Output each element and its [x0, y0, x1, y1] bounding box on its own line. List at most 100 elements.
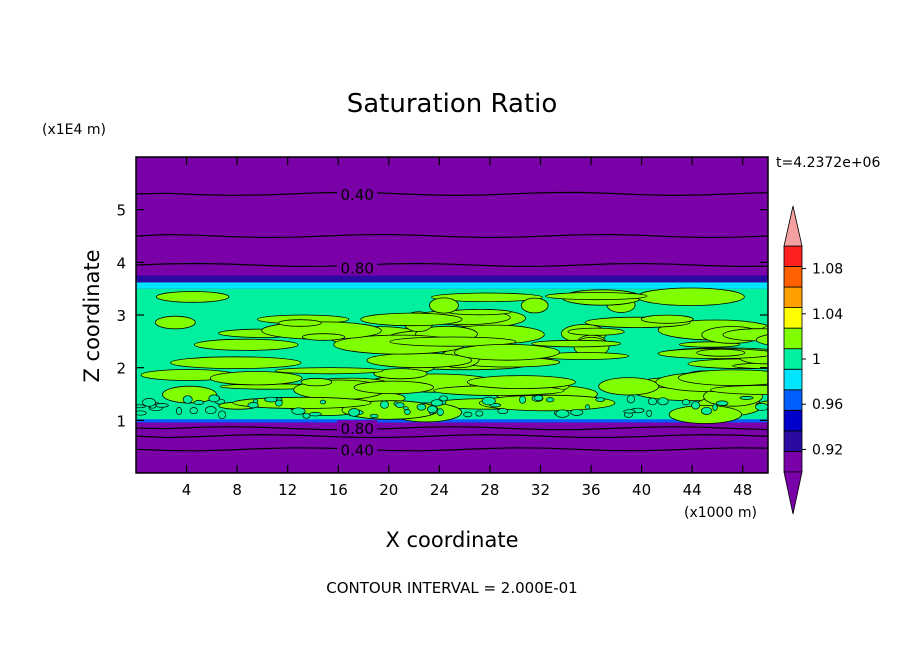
- moist-filament: [640, 314, 694, 324]
- contour-line: [136, 447, 768, 452]
- turbulent-cell: [626, 394, 636, 404]
- contour-line: [136, 433, 768, 439]
- colorbar-over-triangle: [783, 205, 803, 247]
- turbulent-cell: [646, 409, 652, 417]
- moist-filament: [366, 352, 473, 369]
- moist-filament: [598, 377, 660, 396]
- colorbar-segment: [783, 389, 803, 411]
- y-tick-label: 1: [116, 412, 126, 430]
- colorbar-segment: [783, 348, 803, 370]
- turbulent-cell: [623, 409, 636, 414]
- y-tick-label: 5: [116, 202, 126, 220]
- turbulent-cell: [700, 406, 713, 415]
- moist-filament: [567, 327, 625, 336]
- turbulent-cell: [475, 410, 484, 417]
- contour-line: [136, 233, 768, 239]
- x-units-label: (x1000 m): [684, 505, 757, 521]
- turbulent-cell: [712, 403, 718, 411]
- transition-dark-blue: [136, 275, 768, 283]
- turbulent-cell: [463, 411, 473, 418]
- x-tick-label: 4: [182, 481, 192, 499]
- turbulent-cell: [716, 400, 729, 406]
- moist-filament: [467, 375, 576, 390]
- moist-filament: [545, 292, 648, 301]
- moist-filament: [360, 312, 463, 327]
- moist-filament: [531, 339, 621, 348]
- contour-label: 0.80: [340, 260, 373, 278]
- contour-line: [136, 262, 768, 268]
- x-tick-label: 28: [480, 481, 499, 499]
- moist-filament: [278, 319, 322, 327]
- contour-label: 0.80: [340, 420, 373, 438]
- turbulent-cell: [319, 399, 327, 405]
- y-axis-label: Z coordinate: [80, 249, 104, 382]
- turbulent-cell: [247, 402, 259, 409]
- turbulent-cell: [416, 403, 427, 411]
- moist-filament: [453, 343, 560, 361]
- turbulent-cell: [545, 397, 555, 403]
- x-tick-label: 36: [581, 481, 600, 499]
- turbulent-cell: [136, 410, 147, 416]
- field-layer: [136, 157, 768, 473]
- colorbar-segment: [783, 451, 803, 473]
- turbulent-cell: [436, 408, 444, 416]
- contour-labels: 0.40 0.80 0.80 0.40: [337, 185, 378, 459]
- colorbar-segment: [783, 430, 803, 452]
- moist-filament: [678, 369, 768, 386]
- turbulent-cell: [136, 404, 146, 409]
- moist-filament: [170, 356, 302, 370]
- turbulent-cell: [691, 401, 701, 410]
- turbulent-cell: [595, 397, 606, 402]
- turbulent-cell: [142, 398, 156, 407]
- moist-filament: [300, 377, 333, 387]
- turbulent-cell: [302, 412, 311, 419]
- colorbar-tick-label: 1: [812, 352, 821, 368]
- moist-filament: [428, 297, 459, 314]
- moist-filament: [755, 334, 768, 346]
- colorbar-segment: [783, 409, 803, 432]
- contour-label-bg: [337, 185, 378, 202]
- moist-filament: [709, 384, 768, 395]
- turbulent-cell: [348, 408, 360, 417]
- colorbar-segment: [783, 245, 803, 267]
- turbulent-cell: [533, 394, 544, 402]
- turbulent-cell: [657, 397, 669, 406]
- moist-filament: [520, 297, 549, 314]
- y-units-label: (x1E4 m): [42, 122, 106, 138]
- y-tick-label: 3: [116, 307, 126, 325]
- x-tick-label: 32: [531, 481, 550, 499]
- turbulent-cell: [404, 409, 411, 415]
- contour-line: [136, 191, 768, 197]
- colorbar-segment: [783, 327, 803, 350]
- contour-lines: [136, 191, 768, 452]
- x-tick-label: 8: [232, 481, 242, 499]
- turbulent-cell: [739, 396, 754, 400]
- turbulent-cell: [193, 400, 205, 405]
- moist-filament: [301, 333, 346, 341]
- contour-interval-footer: CONTOUR INTERVAL = 2.000E-01: [326, 579, 577, 597]
- moist-filament: [696, 348, 746, 357]
- turbulent-cell: [291, 407, 306, 415]
- moist-filament: [155, 291, 230, 303]
- moist-filament: [636, 287, 745, 307]
- colorbar-tick-label: 0.96: [812, 397, 843, 413]
- turbulent-cell: [481, 396, 496, 406]
- x-tick-label: 20: [379, 481, 398, 499]
- turbulent-cell: [275, 399, 283, 407]
- colorbar-segment: [783, 286, 803, 309]
- turbulent-cell: [369, 413, 379, 419]
- contour-label-bg: [337, 441, 378, 458]
- turbulent-cell: [218, 410, 227, 420]
- turbulent-cell: [570, 408, 584, 416]
- colorbar-under-triangle: [783, 471, 803, 515]
- colorbar-segment: [783, 307, 803, 329]
- y-axis: 1 2 3 4 5: [116, 202, 768, 430]
- moist-filament: [389, 336, 517, 347]
- turbulent-cell: [208, 394, 220, 403]
- moist-filament: [478, 394, 616, 412]
- turbulent-cell: [182, 395, 193, 404]
- contour-label: 0.40: [340, 186, 373, 204]
- x-tick-label: 24: [430, 481, 449, 499]
- moist-filament: [373, 368, 428, 380]
- turbulent-cell: [585, 404, 590, 410]
